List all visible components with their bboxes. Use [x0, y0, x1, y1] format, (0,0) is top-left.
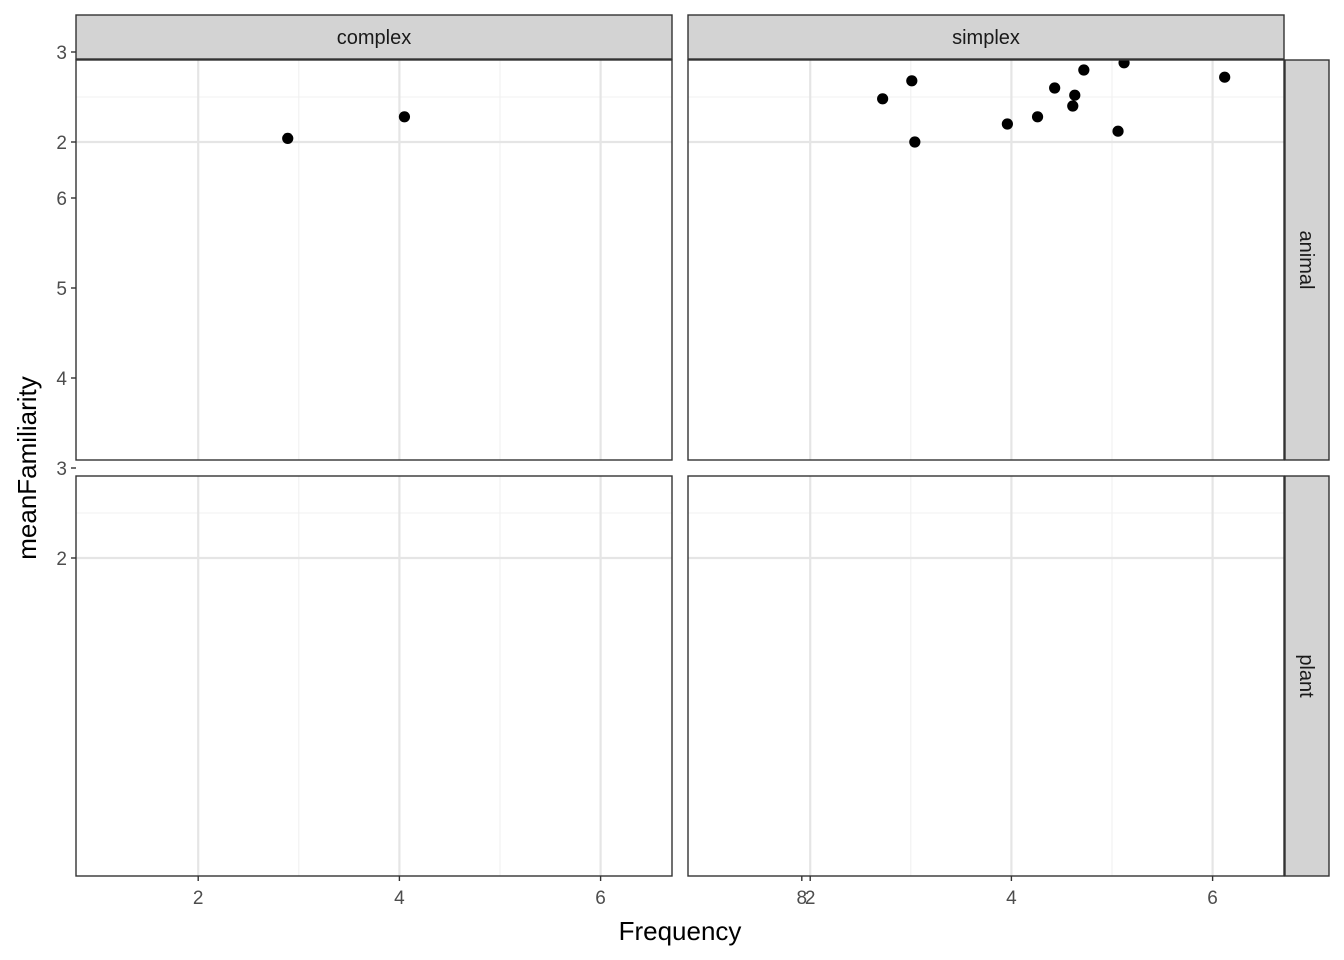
strip-animal-background [1284, 59, 1330, 461]
strip-animal: animal [1284, 59, 1330, 461]
x-tick-label: 2 [193, 888, 204, 909]
x-tick-label: 2 [805, 888, 816, 909]
strip-plant: plant [1284, 475, 1330, 877]
panel-complex-animal [75, 59, 673, 461]
data-point [1161, 3, 1172, 14]
axes-layer: 234562345624682468 [56, 43, 1218, 909]
y-tick-label: 3 [56, 459, 67, 480]
strips-layer: complex simplex animal plant [75, 14, 1330, 877]
y-tick-label: 4 [56, 369, 67, 390]
panel-background [76, 476, 672, 876]
data-point [1219, 71, 1231, 83]
data-point [1067, 100, 1079, 112]
y-axis-title: meanFamiliarity [12, 376, 42, 560]
data-point [398, 111, 411, 123]
data-point [1142, 0, 1153, 4]
strip-complex: complex [75, 14, 673, 60]
y-tick-label: 2 [56, 133, 67, 154]
panel-simplex-animal [687, 0, 1285, 461]
panel-points [282, 111, 411, 144]
x-tick-label: 6 [595, 888, 606, 909]
strip-simplex-label: simplex [952, 27, 1020, 49]
panel-border [75, 59, 673, 461]
data-point [1031, 111, 1044, 123]
data-point [282, 132, 294, 144]
strip-animal-label: animal [1295, 231, 1317, 290]
strip-plant-background [1284, 475, 1330, 877]
data-point [1069, 89, 1081, 101]
y-tick-label: 6 [56, 189, 67, 210]
panel-points [877, 0, 1231, 148]
y-tick-label: 2 [56, 549, 67, 570]
data-point [1001, 118, 1013, 130]
strip-simplex-background [687, 14, 1285, 60]
panel-border [687, 59, 1285, 461]
panel-grid [76, 60, 672, 460]
strip-complex-background [75, 14, 673, 60]
strip-complex-label: complex [337, 27, 411, 49]
panel-background [688, 60, 1284, 460]
x-tick-label: 6 [1207, 888, 1218, 909]
data-point [877, 93, 889, 105]
data-point [1049, 82, 1061, 94]
data-point [909, 136, 921, 148]
data-point [1078, 64, 1090, 76]
panel-complex-plant [75, 475, 673, 877]
data-point [1112, 125, 1124, 137]
x-axis-title: Frequency [619, 916, 742, 946]
y-tick-label: 5 [56, 279, 67, 300]
x-tick-label: 4 [394, 888, 405, 909]
x-tick-label: 8 [797, 888, 808, 909]
panel-grid [688, 476, 1284, 876]
strip-simplex: simplex [687, 14, 1285, 60]
panel-border [75, 475, 673, 877]
data-point [1219, 0, 1230, 11]
panel-background [688, 476, 1284, 876]
x-tick-label: 4 [1006, 888, 1017, 909]
panels-layer [75, 0, 1285, 877]
panel-grid [76, 476, 672, 876]
strip-plant-label: plant [1295, 654, 1317, 698]
panel-simplex-plant [687, 475, 1285, 877]
y-tick-label: 3 [56, 43, 67, 64]
data-point [906, 75, 918, 87]
panel-background [76, 60, 672, 460]
data-point [1118, 60, 1130, 69]
panel-border [687, 475, 1285, 877]
